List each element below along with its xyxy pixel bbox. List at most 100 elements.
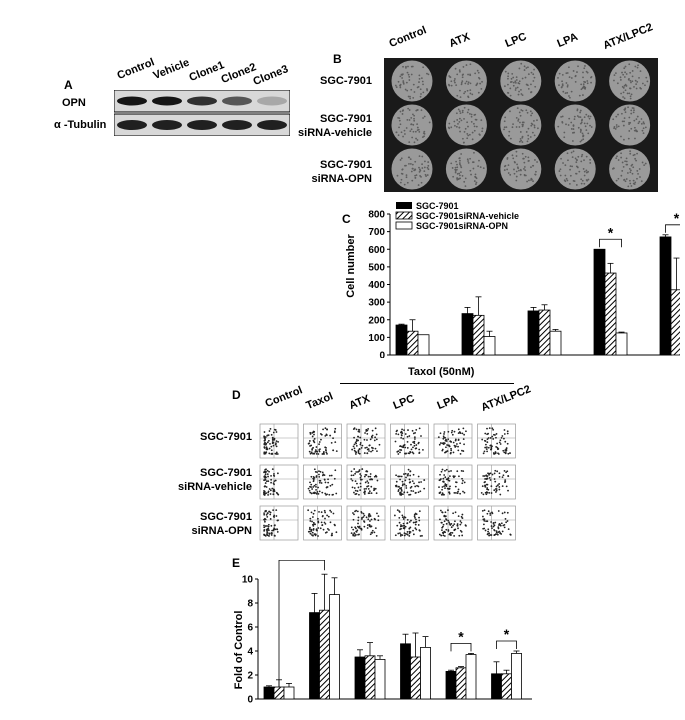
colony-dot xyxy=(534,173,537,176)
flow-event xyxy=(454,439,457,442)
colony-dot xyxy=(399,75,402,78)
colony-dot xyxy=(588,117,591,120)
flow-event xyxy=(403,429,405,431)
flow-event xyxy=(503,469,506,472)
colony-dot xyxy=(637,172,639,175)
flow-event xyxy=(352,518,355,521)
flow-event xyxy=(415,444,418,446)
colony-dot xyxy=(623,67,626,70)
colony-dot xyxy=(517,118,520,121)
flow-event xyxy=(400,524,402,526)
colony-dot xyxy=(401,168,404,171)
colony-dot xyxy=(422,83,424,86)
flow-event xyxy=(374,527,377,530)
flow-event xyxy=(396,509,399,511)
colony-dot xyxy=(512,76,515,79)
flow-event xyxy=(356,529,359,532)
flow-event xyxy=(362,516,365,518)
colony-dot xyxy=(585,169,588,172)
colony-dot xyxy=(467,83,470,85)
flow-event xyxy=(463,433,466,436)
bar xyxy=(263,686,275,700)
flow-event xyxy=(463,443,465,446)
colony-dot xyxy=(613,79,615,82)
colony-dot xyxy=(575,172,577,175)
colony-dot xyxy=(620,152,622,155)
flow-event xyxy=(312,446,314,449)
colony-dot xyxy=(561,83,564,86)
colony-dot xyxy=(479,82,482,85)
bar xyxy=(538,309,551,356)
colony-dot xyxy=(416,123,419,126)
colony-dot xyxy=(634,65,637,68)
colony-dot xyxy=(516,166,519,169)
flow-event xyxy=(357,439,360,442)
flow-event xyxy=(489,472,492,475)
flow-event xyxy=(273,527,276,530)
colony-dot xyxy=(518,111,521,114)
flow-event xyxy=(366,432,369,435)
flow-event xyxy=(416,484,418,487)
colony-dot xyxy=(566,91,569,94)
colony-dot xyxy=(422,66,425,69)
colony-dot xyxy=(579,122,582,125)
colony-dot xyxy=(530,124,533,127)
colony-dot xyxy=(634,181,637,184)
colony-dot xyxy=(473,151,475,154)
flow-event xyxy=(360,527,363,530)
flow-event xyxy=(492,522,495,524)
colony-dot xyxy=(631,75,634,78)
flow-event xyxy=(487,532,489,535)
flow-event xyxy=(359,485,362,488)
panel-d-col-label: LPC xyxy=(391,392,417,412)
colony-dot xyxy=(507,83,509,86)
flow-event xyxy=(350,470,353,473)
colony-dot xyxy=(642,121,645,124)
colony-dot xyxy=(479,134,481,136)
flow-event xyxy=(366,485,369,488)
bar xyxy=(406,330,419,356)
flow-event xyxy=(269,493,272,495)
colony-dot xyxy=(472,167,475,170)
colony-dot xyxy=(426,174,429,176)
flow-event xyxy=(321,515,324,518)
colony-dot xyxy=(630,169,632,172)
bar xyxy=(283,686,295,700)
colony-dot xyxy=(580,83,583,86)
flow-event xyxy=(329,484,332,487)
flow-event xyxy=(447,477,450,479)
flow-event xyxy=(407,429,409,431)
colony-dot xyxy=(615,126,618,128)
flow-event xyxy=(352,474,355,477)
flow-event xyxy=(270,524,273,527)
flow-event xyxy=(498,475,501,478)
flow-event xyxy=(276,472,279,475)
colony-dot xyxy=(464,185,467,188)
colony-dot xyxy=(636,170,639,172)
colony-dot xyxy=(577,126,580,129)
flow-event xyxy=(492,438,495,440)
flow-event xyxy=(494,521,497,524)
bar xyxy=(527,310,540,356)
flow-event xyxy=(263,513,266,516)
colony-dot xyxy=(411,136,414,139)
colony-dot xyxy=(531,123,534,126)
colony-dot xyxy=(532,164,535,167)
flow-event xyxy=(270,481,272,484)
colony-dot xyxy=(460,153,463,155)
flow-event xyxy=(403,534,406,537)
flow-event xyxy=(482,475,485,477)
colony-dot xyxy=(564,164,567,167)
flow-event xyxy=(494,451,497,453)
colony-dot xyxy=(469,169,472,172)
flow-event xyxy=(353,513,355,516)
flow-event xyxy=(313,438,316,440)
flow-event xyxy=(312,480,315,483)
colony-dot xyxy=(578,170,581,173)
colony-dot xyxy=(622,124,625,127)
flow-event xyxy=(317,492,320,495)
flow-event xyxy=(497,527,500,530)
flow-event xyxy=(324,492,327,495)
bar xyxy=(374,659,386,700)
colony-dot xyxy=(509,110,511,113)
